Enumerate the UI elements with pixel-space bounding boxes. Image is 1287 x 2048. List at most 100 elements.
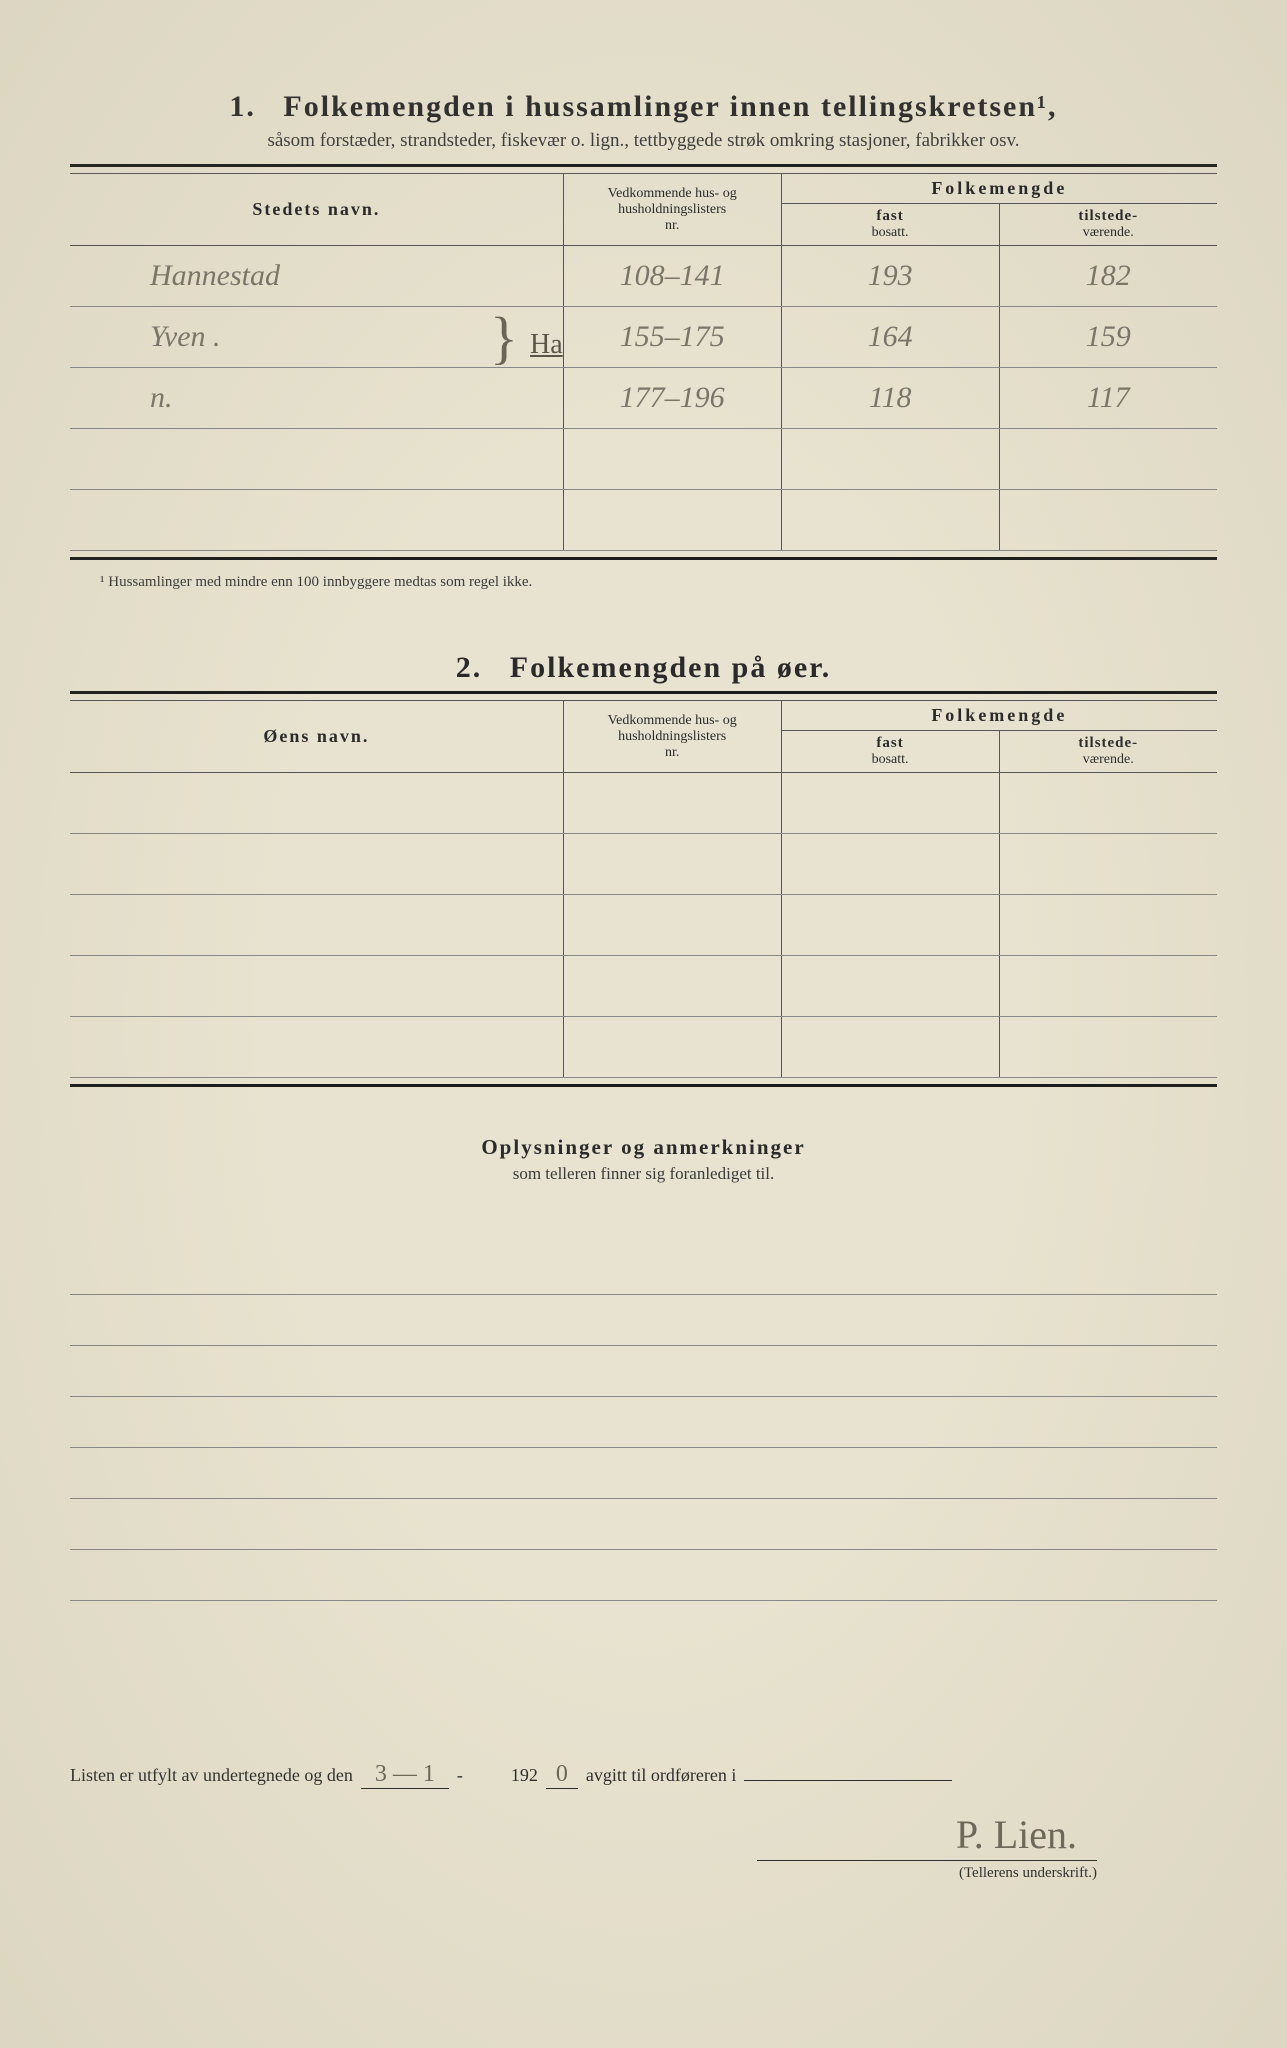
col-tilst-header: tilstede- værende. — [999, 204, 1217, 246]
col-ref-l3: nr. — [572, 745, 773, 761]
empty-cell — [563, 1017, 781, 1078]
census-form-page: 1. Folkemengden i hussamlinger innen tel… — [0, 0, 1287, 2048]
cell-ref: 108–141 — [563, 246, 781, 307]
cell-fast: 164 — [781, 307, 999, 368]
bottom-line: Listen er utfylt av undertegnede og den … — [70, 1761, 1217, 1789]
handwritten-value: 118 — [869, 381, 912, 414]
handwritten-value: Yven . — [150, 320, 221, 353]
col-tilst-l1: tilstede- — [1008, 735, 1209, 752]
cell-ref — [563, 429, 781, 490]
empty-cell — [781, 1017, 999, 1078]
empty-cell — [70, 895, 563, 956]
empty-cell — [70, 956, 563, 1017]
cell-ref — [563, 490, 781, 551]
handwritten-value: n. — [150, 381, 173, 414]
divider — [70, 1084, 1217, 1087]
col-ref-header: Vedkommende hus- og husholdningslisters … — [563, 701, 781, 772]
col-tilst-l1: tilstede- — [1008, 208, 1209, 225]
cell-tilst — [999, 429, 1217, 490]
table-row — [70, 429, 1217, 490]
handwritten-value: Hannestad — [150, 259, 280, 292]
bottom-text-post: avgitt til ordføreren i — [586, 1765, 736, 1786]
ruled-line — [70, 1244, 1217, 1295]
cell-place: n. — [70, 368, 563, 429]
section2-table: Øens navn. Vedkommende hus- og husholdni… — [70, 701, 1217, 1078]
col-ref-l2: husholdningslisters — [572, 202, 773, 218]
divider — [70, 691, 1217, 694]
section2-number: 2. — [456, 651, 483, 684]
handwritten-value: 108–141 — [620, 259, 725, 292]
handwritten-value: 155–175 — [620, 320, 725, 353]
cell-fast — [781, 429, 999, 490]
section1-title-text: Folkemengden i hussamlinger innen tellin… — [283, 90, 1057, 123]
col-place-header: Øens navn. — [70, 701, 563, 772]
col-fast-l2: bosatt. — [790, 752, 991, 768]
section1-footnote: ¹ Hussamlinger med mindre enn 100 innbyg… — [70, 574, 1217, 591]
col-ref-l1: Vedkommende hus- og — [572, 186, 773, 202]
table-row — [70, 956, 1217, 1017]
empty-cell — [563, 773, 781, 834]
col-place-header: Stedets navn. — [70, 174, 563, 245]
ruled-line — [70, 1499, 1217, 1550]
divider — [70, 164, 1217, 167]
empty-cell — [563, 834, 781, 895]
cell-fast: 193 — [781, 246, 999, 307]
bottom-block: Listen er utfylt av undertegnede og den … — [70, 1761, 1217, 1882]
col-tilst-l2: værende. — [1008, 752, 1209, 768]
bottom-text-pre: Listen er utfylt av undertegnede og den — [70, 1765, 353, 1786]
signature-caption: (Tellerens underskrift.) — [70, 1865, 1097, 1882]
empty-cell — [781, 895, 999, 956]
empty-cell — [999, 773, 1217, 834]
section1-number: 1. — [229, 90, 256, 123]
cell-tilst — [999, 490, 1217, 551]
section1-table-wrap: Stedets navn. Vedkommende hus- og hushol… — [70, 174, 1217, 551]
empty-cell — [781, 773, 999, 834]
empty-cell — [563, 895, 781, 956]
section2-title: 2. Folkemengden på øer. — [70, 651, 1217, 685]
ruled-line — [70, 1346, 1217, 1397]
section2-title-text: Folkemengden på øer. — [510, 651, 831, 684]
ruled-line — [70, 1295, 1217, 1346]
empty-cell — [70, 1017, 563, 1078]
section2: 2. Folkemengden på øer. Øens navn. Vedko… — [70, 651, 1217, 1087]
table-row — [70, 834, 1217, 895]
bottom-dash: - — [457, 1765, 463, 1786]
signature: P. Lien. — [757, 1811, 1097, 1861]
section1-table: Stedets navn. Vedkommende hus- og hushol… — [70, 174, 1217, 551]
handwritten-value: 159 — [1086, 320, 1131, 353]
cell-place: Hannestad — [70, 246, 563, 307]
table-row: Yven . 155–175 164 159 — [70, 307, 1217, 368]
handwritten-value: 193 — [868, 259, 913, 292]
ordforer-blank — [744, 1780, 952, 1781]
col-ref-l1: Vedkommende hus- og — [572, 713, 773, 729]
notes-ruled-area — [70, 1244, 1217, 1601]
col-folk-header: Folkemengde — [781, 174, 1217, 204]
ruled-line — [70, 1550, 1217, 1601]
signature-area: P. Lien. (Tellerens underskrift.) — [70, 1811, 1217, 1882]
empty-cell — [70, 773, 563, 834]
notes-block: Oplysninger og anmerkninger som telleren… — [70, 1135, 1217, 1184]
handwritten-value: 182 — [1086, 259, 1131, 292]
handwritten-value: 164 — [868, 320, 913, 353]
handwritten-value: 177–196 — [620, 381, 725, 414]
cell-tilst: 159 — [999, 307, 1217, 368]
cell-tilst: 182 — [999, 246, 1217, 307]
col-fast-l2: bosatt. — [790, 225, 991, 241]
col-fast-header: fast bosatt. — [781, 204, 999, 246]
bottom-year-prefix: 192 — [511, 1765, 538, 1786]
col-ref-l3: nr. — [572, 218, 773, 234]
col-ref-l2: husholdningslisters — [572, 729, 773, 745]
cell-place — [70, 429, 563, 490]
table-row — [70, 773, 1217, 834]
col-fast-l1: fast — [790, 208, 991, 225]
divider — [70, 557, 1217, 560]
empty-cell — [70, 834, 563, 895]
empty-cell — [999, 956, 1217, 1017]
table-row: n.177–196118117 — [70, 368, 1217, 429]
empty-cell — [999, 834, 1217, 895]
empty-cell — [781, 956, 999, 1017]
table-row: Hannestad 108–141 193 182 — [70, 246, 1217, 307]
empty-cell — [999, 1017, 1217, 1078]
col-tilst-header: tilstede- værende. — [999, 731, 1217, 773]
notes-title: Oplysninger og anmerkninger — [70, 1135, 1217, 1160]
